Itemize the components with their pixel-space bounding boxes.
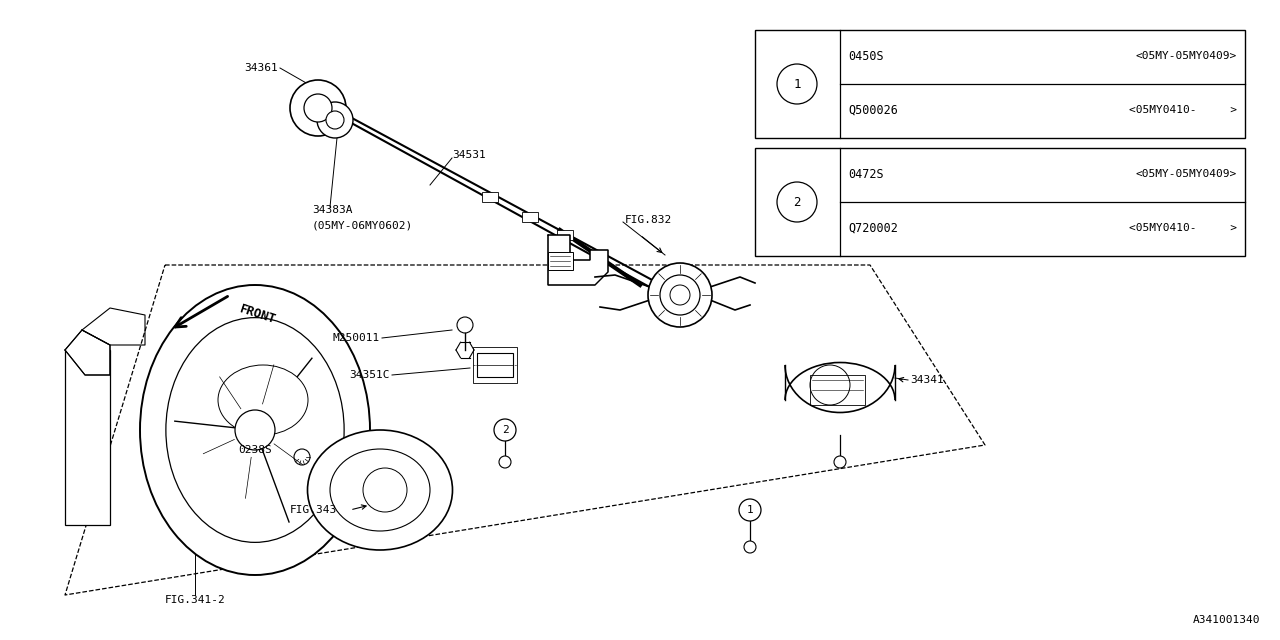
Polygon shape [65,330,110,375]
Circle shape [326,111,344,129]
Circle shape [648,263,712,327]
Bar [522,212,538,222]
Text: 34361: 34361 [244,63,278,73]
Ellipse shape [330,449,430,531]
Text: <05MY-05MY0409>: <05MY-05MY0409> [1135,51,1236,61]
Bar [477,353,513,377]
Circle shape [499,456,511,468]
Text: (05MY-06MY0602): (05MY-06MY0602) [312,220,413,230]
Text: 0472S: 0472S [849,168,883,180]
Circle shape [457,317,474,333]
Text: FRONT: FRONT [238,302,278,326]
Circle shape [777,182,817,222]
Circle shape [364,468,407,512]
Circle shape [291,80,346,136]
Bar [474,347,517,383]
Bar [755,148,1245,256]
Ellipse shape [140,285,370,575]
Bar [755,30,1245,138]
Circle shape [739,499,762,521]
Circle shape [660,275,700,315]
Circle shape [236,410,275,450]
Text: <05MY-05MY0409>: <05MY-05MY0409> [1135,169,1236,179]
Text: Q720002: Q720002 [849,221,897,234]
Text: 34351C: 34351C [349,370,390,380]
Text: 0450S: 0450S [849,49,883,63]
Text: FIG.343: FIG.343 [289,505,337,515]
Text: 1: 1 [746,505,754,515]
Polygon shape [548,235,608,285]
Text: <05MY0410-     >: <05MY0410- > [1129,223,1236,233]
Circle shape [669,285,690,305]
Circle shape [810,365,850,405]
Text: M250011: M250011 [333,333,380,343]
Text: A341001340: A341001340 [1193,615,1260,625]
Bar [557,230,573,240]
Text: Q500026: Q500026 [849,104,897,116]
Circle shape [305,94,332,122]
Bar [548,252,573,270]
Text: 34531: 34531 [452,150,485,160]
Bar [810,375,865,405]
Circle shape [294,449,310,465]
Circle shape [777,64,817,104]
Text: 34341: 34341 [910,375,943,385]
Ellipse shape [218,365,308,435]
Circle shape [744,541,756,553]
Text: <05MY0410-     >: <05MY0410- > [1129,105,1236,115]
Bar [483,192,498,202]
Text: 34383A: 34383A [312,205,352,215]
Text: 1: 1 [794,77,801,90]
Text: FIG.832: FIG.832 [625,215,672,225]
Bar [65,350,110,525]
Text: 0238S: 0238S [238,445,273,455]
Circle shape [317,102,353,138]
Text: 2: 2 [502,425,508,435]
Circle shape [494,419,516,441]
Ellipse shape [166,317,344,542]
Circle shape [835,456,846,468]
Text: 2: 2 [794,195,801,209]
Text: FIG.341-2: FIG.341-2 [165,595,225,605]
Ellipse shape [307,430,453,550]
